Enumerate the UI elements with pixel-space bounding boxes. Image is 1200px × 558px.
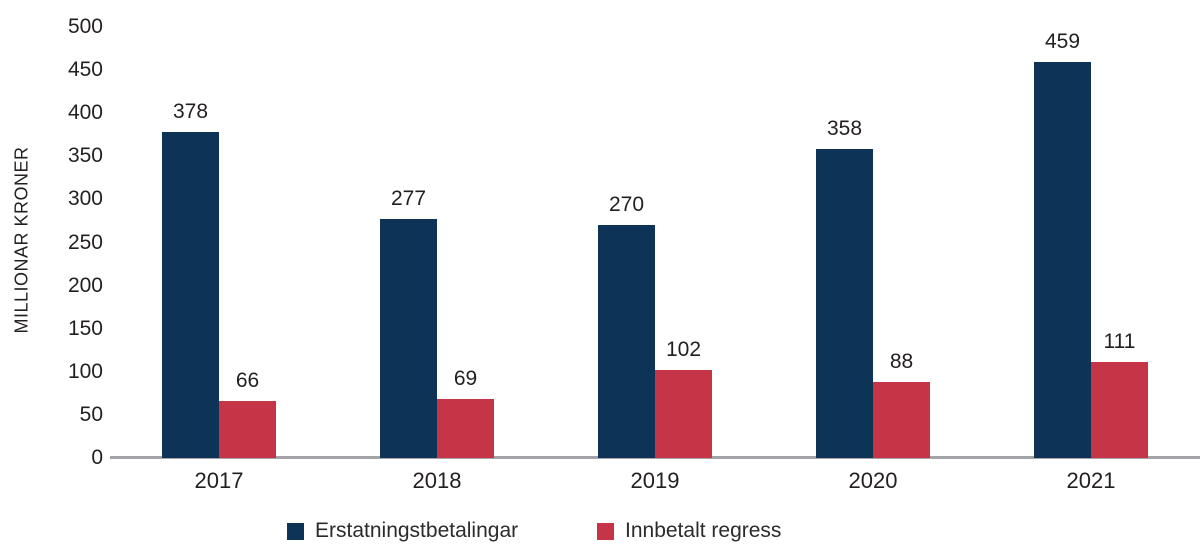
bar-value-label: 102 <box>665 338 702 362</box>
bar-erstatningstbetalingar-2017 <box>162 132 219 458</box>
bar-innbetalt-regress-2021 <box>1091 362 1148 458</box>
bar-erstatningstbetalingar-2018 <box>380 219 437 458</box>
legend-item-innbetalt-regress: Innbetalt regress <box>597 519 781 543</box>
y-tick-label: 500 <box>67 15 103 38</box>
bar-value-label: 358 <box>826 117 863 141</box>
bar-value-label: 88 <box>889 350 914 374</box>
bar-erstatningstbetalingar-2021 <box>1034 62 1091 458</box>
legend-swatch-icon <box>597 522 614 540</box>
x-tick-label: 2017 <box>194 468 244 493</box>
bar-value-label: 459 <box>1044 30 1081 54</box>
y-tick-label: 350 <box>67 144 103 168</box>
bar-value-label: 270 <box>608 193 645 217</box>
bar-erstatningstbetalingar-2019 <box>598 225 655 458</box>
legend-swatch-icon <box>287 522 304 540</box>
bar-innbetalt-regress-2018 <box>437 398 494 458</box>
bar-value-label: 277 <box>390 187 427 211</box>
bar-innbetalt-regress-2019 <box>655 370 712 458</box>
y-tick-label: 200 <box>67 273 103 297</box>
x-tick-label: 2021 <box>1066 468 1116 493</box>
y-tick-label: 450 <box>67 58 103 82</box>
x-tick-label: 2020 <box>848 468 898 493</box>
y-tick-label: 50 <box>79 402 103 426</box>
y-tick-label: 400 <box>67 101 103 125</box>
bar-innbetalt-regress-2017 <box>219 401 276 458</box>
legend-item-erstatningstbetalingar: Erstatningstbetalingar <box>287 519 518 543</box>
y-tick-label: 0 <box>91 446 103 469</box>
y-tick-label: 250 <box>67 230 103 254</box>
y-tick-label: 100 <box>67 359 103 383</box>
bar-innbetalt-regress-2020 <box>873 382 930 458</box>
bar-value-label: 111 <box>1103 330 1136 354</box>
y-tick-label: 150 <box>67 316 103 340</box>
x-tick-label: 2019 <box>630 468 680 493</box>
bar-value-label: 69 <box>453 366 478 390</box>
bar-value-label: 378 <box>172 100 209 124</box>
legend-label: Erstatningstbetalingar <box>315 519 519 542</box>
bar-erstatningstbetalingar-2020 <box>816 149 873 458</box>
bar-value-label: 66 <box>235 369 260 393</box>
legend-label: Innbetalt regress <box>625 519 782 542</box>
y-tick-label: 300 <box>67 187 103 211</box>
x-tick-label: 2018 <box>412 468 462 493</box>
